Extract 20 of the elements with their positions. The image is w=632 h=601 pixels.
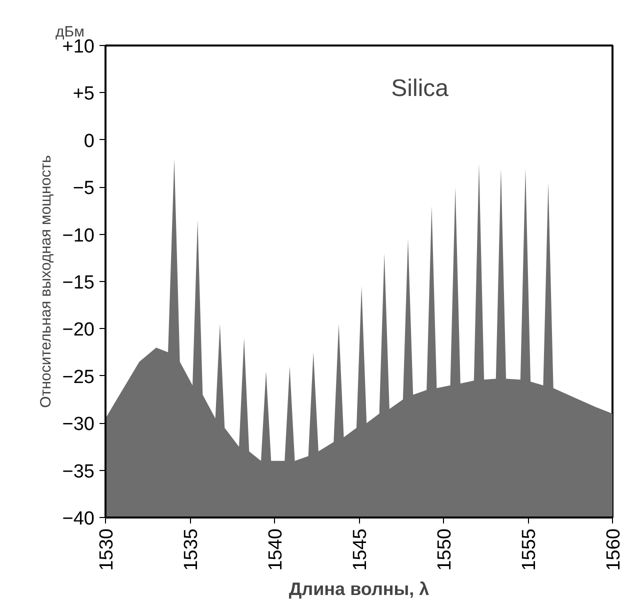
y-tick-label: −40 xyxy=(62,508,95,530)
x-tick-label: 1530 xyxy=(96,528,118,571)
y-tick-label: 0 xyxy=(84,130,95,152)
annotation: Silica xyxy=(391,75,450,102)
y-tick-label: +5 xyxy=(72,84,95,105)
x-tick-label: 1540 xyxy=(266,528,286,571)
x-tick-label: 1555 xyxy=(519,528,540,571)
y-tick-label: −20 xyxy=(62,320,95,341)
y-tick-label: −10 xyxy=(62,225,95,246)
x-tick-label: 1560 xyxy=(604,528,624,571)
x-axis-title: Длина волны, λ xyxy=(288,578,430,599)
x-tick-label: 1545 xyxy=(350,528,371,571)
y-tick-label: −25 xyxy=(62,366,95,388)
y-tick-label: −5 xyxy=(72,178,95,200)
y-axis-title: Относительная выходная мощность xyxy=(37,154,54,408)
x-tick-label: 1550 xyxy=(434,528,456,571)
y-tick-label: −15 xyxy=(62,272,95,294)
y-tick-label: −35 xyxy=(62,461,95,482)
y-tick-label: −30 xyxy=(62,414,95,436)
x-tick-label: 1535 xyxy=(181,528,202,571)
